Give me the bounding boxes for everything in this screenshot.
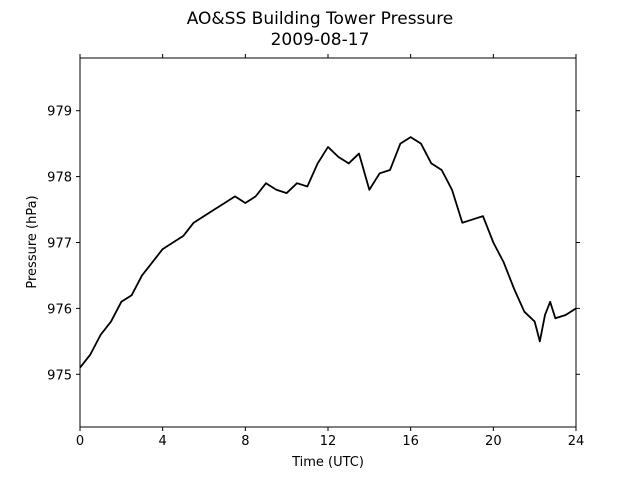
x-tick-label: 12 [320,434,337,449]
x-tick-label: 4 [159,434,167,449]
y-tick-label: 977 [47,237,72,252]
x-tick-label: 16 [402,434,419,449]
plot-frame [79,57,577,428]
x-axis-label: Time (UTC) [291,455,364,470]
line [79,136,577,369]
chart-title: AO&SS Building Tower Pressure [187,9,454,29]
x-tick-label: 20 [485,434,502,449]
y-tick-label: 975 [47,368,72,383]
y-tick-label: 978 [47,171,72,186]
y-tick-label: 976 [47,302,72,317]
x-tick-label: 24 [568,434,585,449]
x-tick-label: 0 [76,434,84,449]
y-axis-label: Pressure (hPa) [25,195,40,288]
y-tick-label: 979 [47,105,72,120]
chart-subtitle: 2009-08-17 [271,30,370,50]
x-tick-label: 8 [241,434,249,449]
